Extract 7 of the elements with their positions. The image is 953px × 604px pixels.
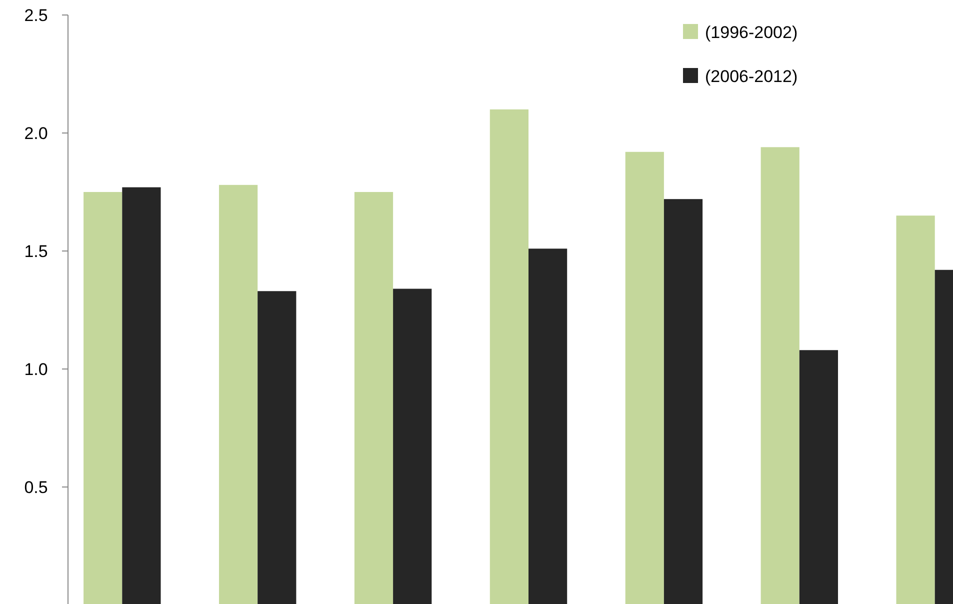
y-tick-label: 2.0 bbox=[24, 124, 48, 143]
y-tick-label: 0.5 bbox=[24, 478, 48, 497]
y-tick-label: 2.5 bbox=[24, 6, 48, 25]
y-tick-label: 1.0 bbox=[24, 360, 48, 379]
legend-label: (2006-2012) bbox=[705, 66, 798, 86]
legend-label: (1996-2002) bbox=[705, 22, 798, 42]
y-tick-label: 1.5 bbox=[24, 242, 48, 261]
